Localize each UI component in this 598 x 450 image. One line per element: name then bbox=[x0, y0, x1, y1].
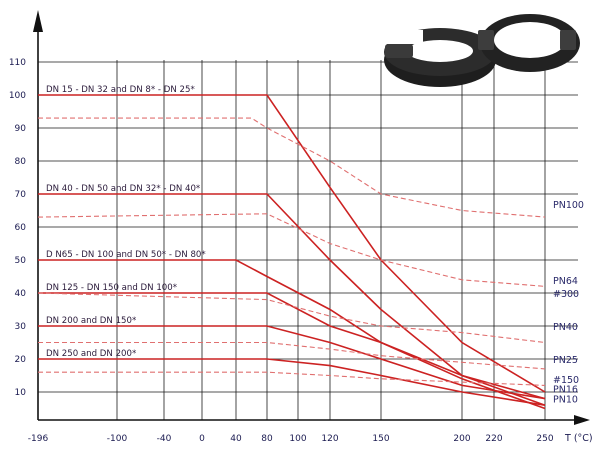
series-line-dashed bbox=[37, 292, 546, 344]
right-label: #300 bbox=[553, 289, 579, 300]
y-tick-label: 20 bbox=[15, 355, 27, 365]
series-label: DN 40 - DN 50 and DN 32* - DN 40* bbox=[46, 184, 201, 194]
x-tick-label: 150 bbox=[372, 434, 389, 444]
right-label: #150 bbox=[553, 375, 579, 386]
x-tick-label: 200 bbox=[453, 434, 470, 444]
y-tick-label: 70 bbox=[15, 190, 27, 200]
y-axis-arrow bbox=[33, 10, 43, 32]
right-label: PN100 bbox=[553, 200, 584, 211]
y-tick-label: 60 bbox=[15, 223, 27, 233]
series-line bbox=[38, 94, 546, 393]
series-line-dashed bbox=[37, 213, 546, 287]
y-tick-label: 110 bbox=[9, 58, 26, 68]
y-tick-label: 90 bbox=[15, 124, 27, 134]
grid bbox=[38, 60, 578, 420]
x-tick-label: -100 bbox=[107, 434, 128, 444]
series-line bbox=[38, 325, 546, 400]
series-line bbox=[38, 358, 546, 406]
series-line bbox=[38, 292, 546, 400]
x-tick-label: 250 bbox=[536, 434, 553, 444]
x-tick-label: 80 bbox=[261, 434, 273, 444]
series-line-dashed bbox=[38, 117, 546, 218]
x-tick-label: 100 bbox=[289, 434, 306, 444]
right-label: PN16 bbox=[553, 385, 578, 396]
x-axis-arrow bbox=[574, 415, 590, 425]
y-tick-label: 10 bbox=[15, 388, 27, 398]
series-label: DN 125 - DN 150 and DN 100* bbox=[46, 283, 178, 293]
y-tick-label: 50 bbox=[15, 256, 27, 266]
y-tick-label: 100 bbox=[9, 91, 26, 101]
washer-icon-right bbox=[478, 14, 580, 72]
x-tick-label: 120 bbox=[321, 434, 338, 444]
y-tick-label: 40 bbox=[15, 289, 27, 299]
x-tick-label: -196 bbox=[28, 434, 49, 444]
x-axis-unit: T (°C) bbox=[564, 433, 593, 444]
washer-icon-left bbox=[383, 28, 496, 87]
right-label: PN25 bbox=[553, 355, 578, 366]
series-label: DN 250 and DN 200* bbox=[46, 349, 137, 359]
x-tick-label: 220 bbox=[485, 434, 502, 444]
series-line bbox=[38, 259, 546, 410]
right-label: PN64 bbox=[553, 276, 578, 287]
series-label: D N65 - DN 100 and DN 50* - DN 80* bbox=[46, 250, 206, 260]
right-label: PN40 bbox=[553, 322, 578, 333]
series-labels: DN 15 - DN 32 and DN 8* - DN 25* DN 40 - … bbox=[46, 85, 206, 359]
x-tick-labels: -196 -100 -40 0 40 80 100 120 150 200 220 250 bbox=[28, 434, 554, 444]
y-tick-labels: 10 20 30 40 50 60 70 80 90 100 110 bbox=[9, 58, 26, 398]
x-tick-label: 40 bbox=[230, 434, 242, 444]
x-tick-label: -40 bbox=[157, 434, 172, 444]
x-tick-label: 0 bbox=[199, 434, 205, 444]
y-tick-label: 80 bbox=[15, 157, 27, 167]
axes bbox=[33, 10, 590, 425]
series-label: DN 200 and DN 150* bbox=[46, 316, 137, 326]
series-lines bbox=[37, 94, 546, 410]
y-tick-label: 30 bbox=[15, 322, 27, 332]
series-label: DN 15 - DN 32 and DN 8* - DN 25* bbox=[46, 85, 195, 95]
right-label: PN10 bbox=[553, 395, 578, 406]
series-line bbox=[38, 193, 546, 406]
